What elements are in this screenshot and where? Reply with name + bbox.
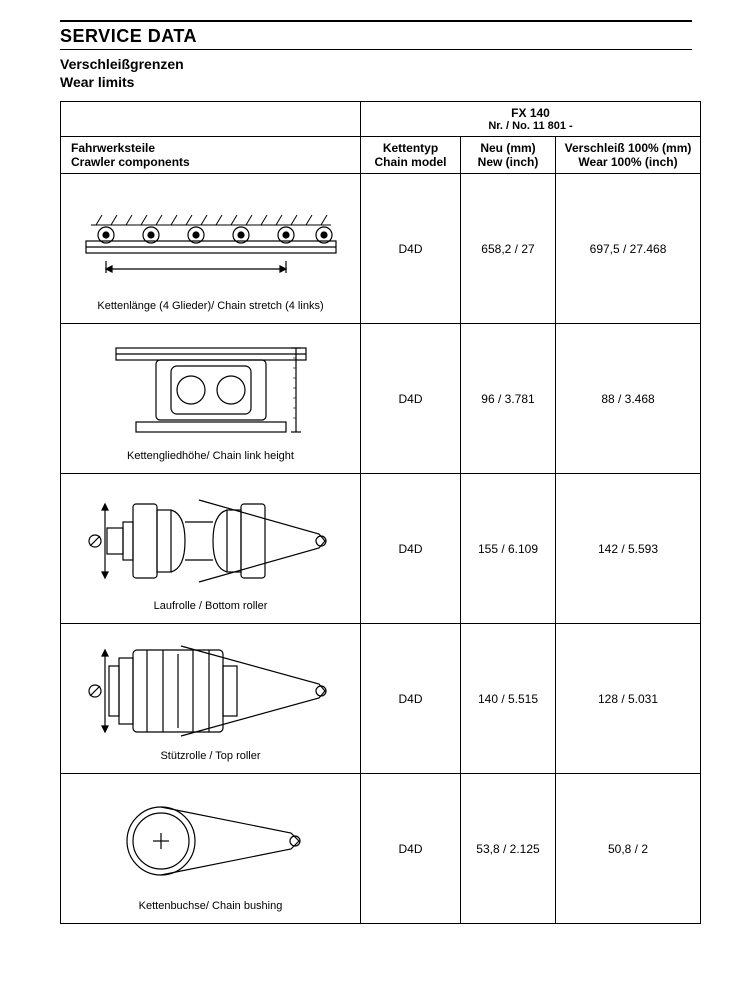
wear-2: 142 / 5.593 (556, 474, 701, 624)
page-subtitle: Verschleißgrenzen Wear limits (60, 56, 692, 91)
col2-de: Kettentyp (383, 141, 438, 155)
component-cell-chain-bushing: Kettenbuchse/ Chain bushing (61, 774, 361, 924)
chain-stretch-diagram (67, 186, 354, 296)
chainmodel-2: D4D (361, 474, 461, 624)
new-0: 658,2 / 27 (461, 174, 556, 324)
wear-4: 50,8 / 2 (556, 774, 701, 924)
mid-rule (60, 49, 692, 50)
model-serial: Nr. / No. 11 801 - (367, 120, 694, 132)
col4-en: Wear 100% (inch) (578, 155, 677, 169)
table-row: Stützrolle / Top roller D4D 140 / 5.515 … (61, 624, 701, 774)
table-header-row-model: FX 140 Nr. / No. 11 801 - (61, 102, 701, 137)
chain-bushing-diagram (67, 786, 354, 896)
new-1: 96 / 3.781 (461, 324, 556, 474)
col3-de: Neu (mm) (480, 141, 535, 155)
top-roller-diagram (67, 636, 354, 746)
col-head-wear: Verschleiß 100% (mm) Wear 100% (inch) (556, 137, 701, 174)
chainmodel-4: D4D (361, 774, 461, 924)
col4-de: Verschleiß 100% (mm) (565, 141, 692, 155)
top-rule (60, 20, 692, 22)
col1-de: Fahrwerksteile (71, 141, 155, 155)
new-2: 155 / 6.109 (461, 474, 556, 624)
caption-top-roller: Stützrolle / Top roller (67, 750, 354, 762)
table-header-row-cols: Fahrwerksteile Crawler components Ketten… (61, 137, 701, 174)
new-4: 53,8 / 2.125 (461, 774, 556, 924)
chainmodel-1: D4D (361, 324, 461, 474)
component-cell-top-roller: Stützrolle / Top roller (61, 624, 361, 774)
caption-chain-bushing: Kettenbuchse/ Chain bushing (67, 900, 354, 912)
link-height-diagram (67, 336, 354, 446)
table-row: Kettenlänge (4 Glieder)/ Chain stretch (… (61, 174, 701, 324)
component-cell-bottom-roller: Laufrolle / Bottom roller (61, 474, 361, 624)
caption-bottom-roller: Laufrolle / Bottom roller (67, 600, 354, 612)
wear-limits-table: FX 140 Nr. / No. 11 801 - Fahrwerksteile… (60, 101, 701, 924)
component-cell-link-height: Kettengliedhöhe/ Chain link height (61, 324, 361, 474)
table-row: Kettenbuchse/ Chain bushing D4D 53,8 / 2… (61, 774, 701, 924)
caption-link-height: Kettengliedhöhe/ Chain link height (67, 450, 354, 462)
col-head-new: Neu (mm) New (inch) (461, 137, 556, 174)
new-3: 140 / 5.515 (461, 624, 556, 774)
wear-1: 88 / 3.468 (556, 324, 701, 474)
chainmodel-3: D4D (361, 624, 461, 774)
wear-3: 128 / 5.031 (556, 624, 701, 774)
bottom-roller-diagram (67, 486, 354, 596)
col3-en: New (inch) (478, 155, 539, 169)
col2-en: Chain model (374, 155, 446, 169)
subtitle-en: Wear limits (60, 74, 134, 90)
col-head-components: Fahrwerksteile Crawler components (61, 137, 361, 174)
page-title: SERVICE DATA (60, 26, 692, 47)
caption-chain-stretch: Kettenlänge (4 Glieder)/ Chain stretch (… (67, 300, 354, 312)
header-empty-cell (61, 102, 361, 137)
header-model-cell: FX 140 Nr. / No. 11 801 - (361, 102, 701, 137)
component-cell-chain-stretch: Kettenlänge (4 Glieder)/ Chain stretch (… (61, 174, 361, 324)
chainmodel-0: D4D (361, 174, 461, 324)
wear-0: 697,5 / 27.468 (556, 174, 701, 324)
col1-en: Crawler components (71, 155, 190, 169)
table-row: Kettengliedhöhe/ Chain link height D4D 9… (61, 324, 701, 474)
table-row: Laufrolle / Bottom roller D4D 155 / 6.10… (61, 474, 701, 624)
model-name: FX 140 (367, 106, 694, 120)
col-head-chainmodel: Kettentyp Chain model (361, 137, 461, 174)
subtitle-de: Verschleißgrenzen (60, 56, 184, 72)
